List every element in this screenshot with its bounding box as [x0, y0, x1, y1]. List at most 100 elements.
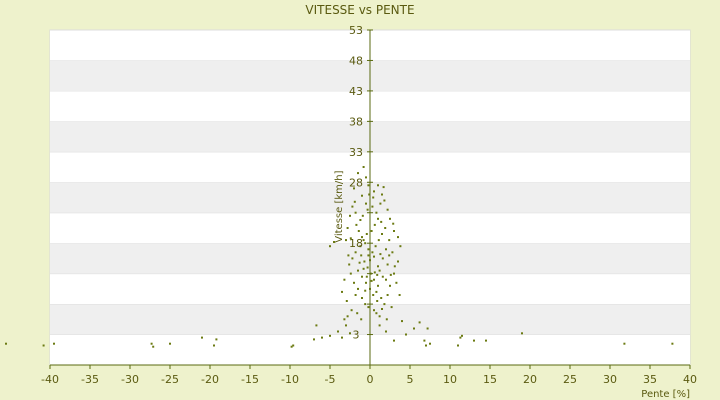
data-point — [362, 239, 365, 242]
data-point — [353, 187, 355, 190]
data-point — [53, 342, 55, 345]
x-axis-label: Pente [%] — [641, 389, 690, 400]
data-point — [363, 260, 366, 263]
data-point — [381, 308, 383, 310]
data-point — [389, 273, 392, 276]
data-point — [354, 211, 357, 214]
data-point — [358, 261, 361, 264]
data-point — [671, 342, 674, 345]
data-point — [349, 332, 351, 335]
x-tick-label: 5 — [407, 373, 414, 386]
data-points — [5, 166, 674, 348]
data-point — [380, 220, 383, 223]
data-point — [393, 272, 395, 275]
data-point — [345, 324, 347, 327]
data-point — [381, 275, 384, 278]
data-point — [42, 344, 45, 347]
data-point — [399, 245, 402, 248]
data-point — [365, 202, 367, 205]
data-point — [364, 289, 367, 292]
data-point — [366, 208, 369, 211]
data-point — [380, 297, 383, 299]
x-tick-label: -5 — [325, 373, 336, 386]
data-point — [370, 230, 373, 232]
data-point — [473, 339, 475, 342]
data-point — [349, 237, 352, 240]
data-point — [377, 184, 379, 187]
data-point — [373, 223, 376, 226]
data-point — [354, 251, 357, 254]
x-tick-label: 10 — [443, 373, 457, 386]
y-tick-label: 53 — [349, 24, 363, 37]
data-point — [353, 281, 355, 284]
data-point — [423, 339, 426, 342]
data-point — [381, 257, 384, 260]
data-point — [390, 306, 393, 309]
data-point — [392, 222, 395, 225]
data-point — [321, 336, 323, 339]
data-point — [386, 294, 389, 296]
data-point — [150, 342, 153, 345]
data-point — [361, 275, 363, 278]
data-point — [379, 202, 382, 205]
y-axis-label: Vitesse [km/h] — [334, 170, 345, 242]
x-tick-label: -10 — [281, 373, 299, 386]
data-point — [386, 263, 389, 266]
data-point — [385, 330, 387, 333]
x-tick-label: 35 — [643, 373, 657, 386]
data-point — [386, 208, 389, 211]
data-point — [365, 233, 368, 235]
data-point — [365, 275, 368, 278]
data-point — [383, 303, 386, 306]
y-tick-label: 28 — [349, 176, 363, 189]
data-point — [389, 217, 391, 220]
data-point — [359, 219, 362, 221]
data-point — [371, 251, 374, 254]
y-axis-ticks: 3 18 28 33 38 43 48 53 — [349, 24, 373, 342]
data-point — [376, 300, 379, 302]
data-point — [366, 266, 369, 269]
data-point — [347, 254, 350, 257]
data-point — [461, 334, 463, 337]
data-point — [405, 333, 407, 336]
data-point — [361, 214, 364, 217]
data-point — [329, 334, 331, 337]
data-point — [377, 217, 379, 220]
data-point — [345, 239, 347, 242]
data-point — [373, 255, 375, 258]
data-point — [360, 318, 363, 321]
data-point — [418, 321, 421, 324]
data-point — [381, 233, 383, 235]
data-point — [343, 318, 346, 321]
data-point — [292, 344, 295, 347]
data-point — [368, 193, 371, 196]
data-point — [388, 239, 391, 242]
x-axis-ticks: -40 -35 -30 -25 -20 -15 -10 -5 0 5 10 15 20 25 30 35 40 — [41, 365, 697, 386]
data-point — [393, 265, 396, 268]
data-point — [359, 245, 362, 248]
data-point — [383, 199, 386, 202]
data-point — [315, 324, 318, 327]
data-point — [378, 269, 381, 272]
data-point — [426, 327, 429, 330]
data-point — [356, 312, 359, 315]
data-point — [389, 284, 391, 287]
data-point — [337, 330, 339, 333]
data-point — [378, 315, 381, 318]
data-point — [329, 245, 331, 248]
data-point — [373, 271, 376, 274]
data-point — [384, 227, 387, 229]
y-tick-label: 3 — [353, 329, 360, 342]
data-point — [372, 196, 375, 199]
data-point — [376, 273, 379, 276]
data-point — [341, 290, 343, 293]
data-point — [385, 318, 388, 321]
x-tick-label: 0 — [367, 373, 374, 386]
x-tick-label: -35 — [81, 373, 99, 386]
data-point — [169, 342, 171, 345]
data-point — [351, 205, 354, 208]
data-point — [377, 265, 379, 268]
data-point — [367, 254, 370, 257]
data-point — [379, 253, 382, 256]
data-point — [355, 223, 358, 226]
